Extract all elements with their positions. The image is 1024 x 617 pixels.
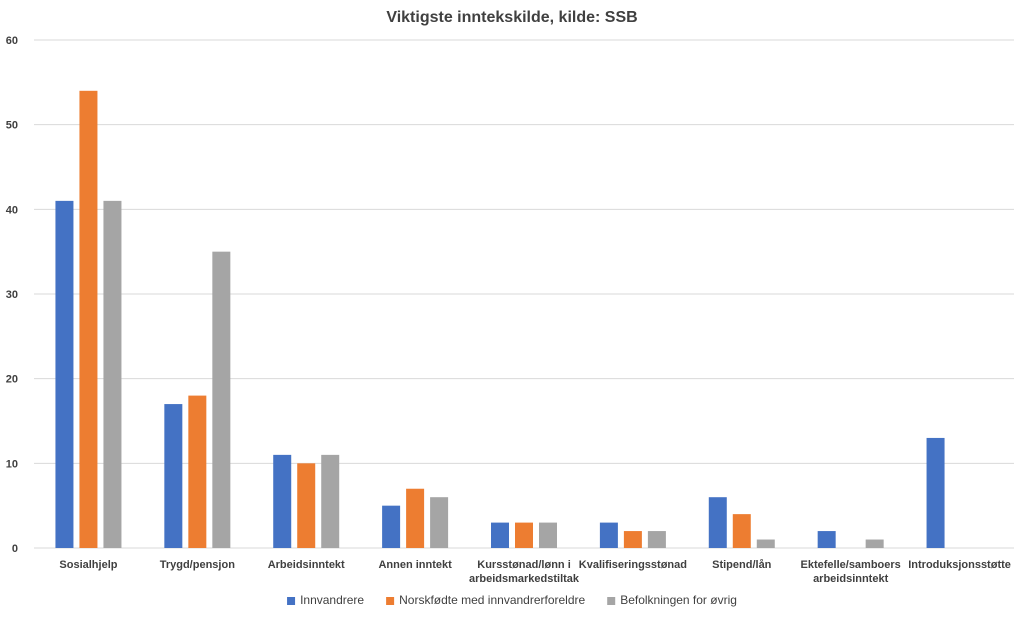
- bar: [647, 531, 666, 548]
- bar: [79, 90, 98, 549]
- bar: [55, 200, 74, 548]
- y-tick-label: 0: [12, 543, 18, 555]
- legend-swatch: [287, 597, 296, 605]
- x-tick-label-line: Sosialhjelp: [59, 559, 117, 571]
- legend-item: Innvandrere: [287, 593, 364, 607]
- x-tick-label-line: Introduksjonsstøtte: [908, 559, 1011, 571]
- y-axis-ticks: 0 10 20 30 40 50 60: [6, 35, 18, 555]
- legend-swatch: [607, 597, 616, 605]
- x-tick-label-line: Arbeidsinntekt: [268, 559, 345, 571]
- bar: [321, 454, 340, 548]
- chart-title: Viktigste inntekskilde, kilde: SSB: [386, 9, 637, 26]
- x-tick-label: Sosialhjelp: [59, 559, 117, 571]
- legend-label: Innvandrere: [300, 593, 364, 607]
- legend-label: Befolkningen for øvrig: [620, 593, 737, 607]
- x-tick-label-line: Annen inntekt: [378, 559, 452, 571]
- y-tick-label: 20: [6, 374, 18, 386]
- legend-item: Befolkningen for øvrig: [607, 593, 737, 607]
- bar: [756, 539, 775, 548]
- x-tick-label: Kursstønad/lønn i arbeidsmarkedstiltak: [469, 559, 580, 585]
- x-tick-label: Kvalifiseringsstønad: [579, 559, 687, 571]
- x-tick-label-line: Ektefelle/samboers: [801, 559, 901, 571]
- y-tick-label: 50: [6, 120, 18, 132]
- bar: [817, 531, 836, 548]
- x-tick-label: Trygd/pensjon: [160, 559, 235, 571]
- x-tick-label-line: arbeidsmarkedstiltak: [469, 573, 580, 585]
- x-tick-label-line: Stipend/lån: [712, 559, 772, 571]
- bar: [865, 539, 884, 548]
- bar: [599, 522, 618, 548]
- bar: [623, 531, 642, 548]
- bar: [406, 488, 425, 548]
- x-tick-label-line: Kvalifiseringsstønad: [579, 559, 687, 571]
- bars: [55, 90, 945, 549]
- bar: [430, 497, 449, 548]
- bar: [273, 454, 292, 548]
- x-tick-label-line: Trygd/pensjon: [160, 559, 235, 571]
- x-tick-label: Stipend/lån: [712, 559, 772, 571]
- legend-label: Norskfødte med innvandrerforeldre: [399, 593, 585, 607]
- bar: [539, 522, 557, 548]
- bar: [926, 437, 945, 548]
- bar: [297, 463, 316, 548]
- legend: Innvandrere Norskfødte med innvandrerfore…: [287, 593, 737, 607]
- bar: [188, 395, 207, 548]
- x-tick-label-line: Kursstønad/lønn i: [477, 559, 571, 571]
- legend-swatch: [386, 597, 395, 605]
- y-tick-label: 30: [6, 289, 18, 301]
- bar: [732, 514, 751, 548]
- x-tick-label: Annen inntekt: [378, 559, 452, 571]
- x-tick-label: Ektefelle/samboers arbeidsinntekt: [801, 559, 901, 585]
- x-tick-label-line: arbeidsinntekt: [813, 573, 889, 585]
- bar: [103, 200, 122, 548]
- x-axis-ticks: Sosialhjelp Trygd/pensjon Arbeidsinntekt An…: [59, 559, 1010, 585]
- y-tick-label: 40: [6, 204, 18, 216]
- x-tick-label: Arbeidsinntekt: [268, 559, 345, 571]
- bar: [164, 404, 183, 548]
- legend-item: Norskfødte med innvandrerforeldre: [386, 593, 586, 607]
- y-tick-label: 10: [6, 458, 18, 470]
- bar: [491, 522, 509, 548]
- y-tick-label: 60: [6, 35, 18, 47]
- bar: [382, 505, 401, 548]
- bar: [515, 522, 533, 548]
- bar: [708, 497, 727, 548]
- x-tick-label: Introduksjonsstøtte: [908, 559, 1011, 571]
- bar: [212, 251, 231, 548]
